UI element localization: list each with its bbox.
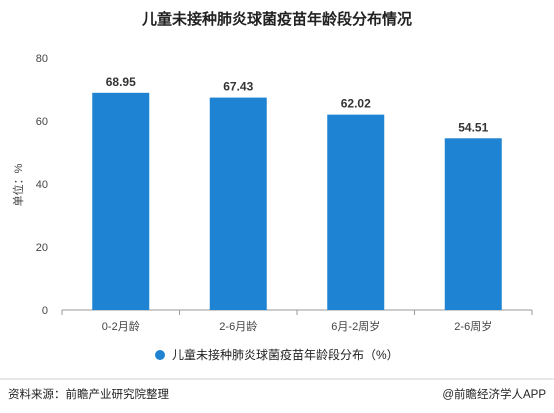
y-tick-label: 40 — [36, 179, 48, 191]
legend-marker — [155, 350, 165, 360]
bar-value-label: 54.51 — [458, 120, 488, 134]
bar-series: 68.95 67.43 62.02 54.51 — [92, 75, 502, 311]
legend-label: 儿童未接种肺炎球菌疫苗年龄段分布（%） — [172, 347, 399, 362]
x-tick-label: 2-6月龄 — [219, 319, 257, 333]
x-tick-label: 2-6周岁 — [454, 319, 492, 333]
x-axis-ticks: 0-2月龄 2-6月龄 6月-2周岁 2-6周岁 — [61, 310, 533, 333]
y-tick-label: 60 — [36, 116, 48, 128]
y-axis-ticks: 0 20 40 60 80 — [36, 53, 48, 317]
y-tick-label: 20 — [36, 242, 48, 254]
bar — [444, 138, 502, 310]
x-tick-label: 6月-2周岁 — [331, 319, 380, 333]
y-tick-label: 0 — [42, 305, 48, 317]
source-note: 资料来源：前瞻产业研究院整理 — [8, 387, 169, 401]
bar-value-label: 68.95 — [106, 75, 136, 89]
x-tick-label: 0-2月龄 — [102, 319, 140, 333]
legend: 儿童未接种肺炎球菌疫苗年龄段分布（%） — [155, 347, 399, 362]
y-tick-label: 80 — [36, 53, 48, 65]
bar — [327, 114, 385, 311]
chart-title: 儿童未接种肺炎球菌疫苗年龄段分布情况 — [141, 10, 412, 28]
bar — [92, 92, 150, 311]
brand-credit: @前瞻经济学人APP — [442, 387, 546, 401]
bar-value-label: 62.02 — [341, 97, 371, 111]
y-axis-label: 单位：% — [11, 163, 25, 206]
bar — [209, 97, 267, 311]
bar-value-label: 67.43 — [223, 80, 253, 94]
